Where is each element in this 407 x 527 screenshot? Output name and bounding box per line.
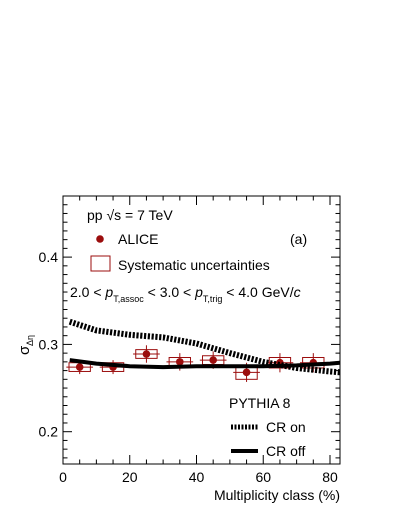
cr-off-curve bbox=[69, 358, 341, 370]
y-axis-title: σ Δη bbox=[16, 335, 35, 355]
series-layer bbox=[66, 318, 341, 382]
y-tick-label: 0.4 bbox=[39, 249, 59, 265]
data-marker bbox=[75, 363, 84, 371]
legend-syst-label: Systematic uncertainties bbox=[118, 257, 270, 273]
system-label: pp √s = 7 TeV bbox=[87, 207, 173, 223]
cr-on-curve bbox=[68, 318, 341, 376]
legend-alice-label: ALICE bbox=[118, 231, 158, 247]
x-tick-label: 60 bbox=[255, 469, 271, 485]
y-tick-label: 0.3 bbox=[39, 336, 59, 352]
kinematic-cut: 2.0 < pT,assoc < 3.0 < pT,trig < 4.0 GeV… bbox=[70, 284, 301, 304]
y-axis-title-main: σ bbox=[16, 345, 33, 355]
x-tick-label: 40 bbox=[189, 469, 205, 485]
x-tick-label: 0 bbox=[59, 469, 67, 485]
legend-alice: ALICE bbox=[96, 231, 158, 247]
model-label: PYTHIA 8 bbox=[229, 395, 291, 411]
plot-frame bbox=[62, 195, 341, 465]
x-tick-label: 20 bbox=[122, 469, 138, 485]
data-point bbox=[133, 345, 160, 363]
legend-cr-off: CR off bbox=[231, 443, 306, 459]
axis-ticks: 0 20 40 60 80 0.2 0.3 0.4 bbox=[39, 196, 340, 485]
data-marker bbox=[242, 368, 251, 377]
x-axis-title: Multiplicity class (%) bbox=[214, 487, 340, 503]
data-marker bbox=[142, 350, 151, 358]
legend-cr-on-label: CR on bbox=[266, 419, 306, 435]
legend-syst: Systematic uncertainties bbox=[90, 255, 270, 273]
legend-cr-off-label: CR off bbox=[266, 443, 306, 459]
legend-cr-on: CR on bbox=[231, 419, 306, 435]
x-tick-label: 80 bbox=[322, 469, 338, 485]
data-point bbox=[166, 353, 194, 371]
y-tick-label: 0.2 bbox=[39, 424, 59, 440]
y-axis-title-sub: Δη bbox=[25, 335, 35, 346]
data-marker bbox=[176, 358, 184, 366]
panel-label: (a) bbox=[290, 231, 307, 247]
data-marker bbox=[209, 356, 217, 364]
legend-alice-marker bbox=[96, 235, 104, 243]
legend-syst-box bbox=[90, 255, 111, 272]
